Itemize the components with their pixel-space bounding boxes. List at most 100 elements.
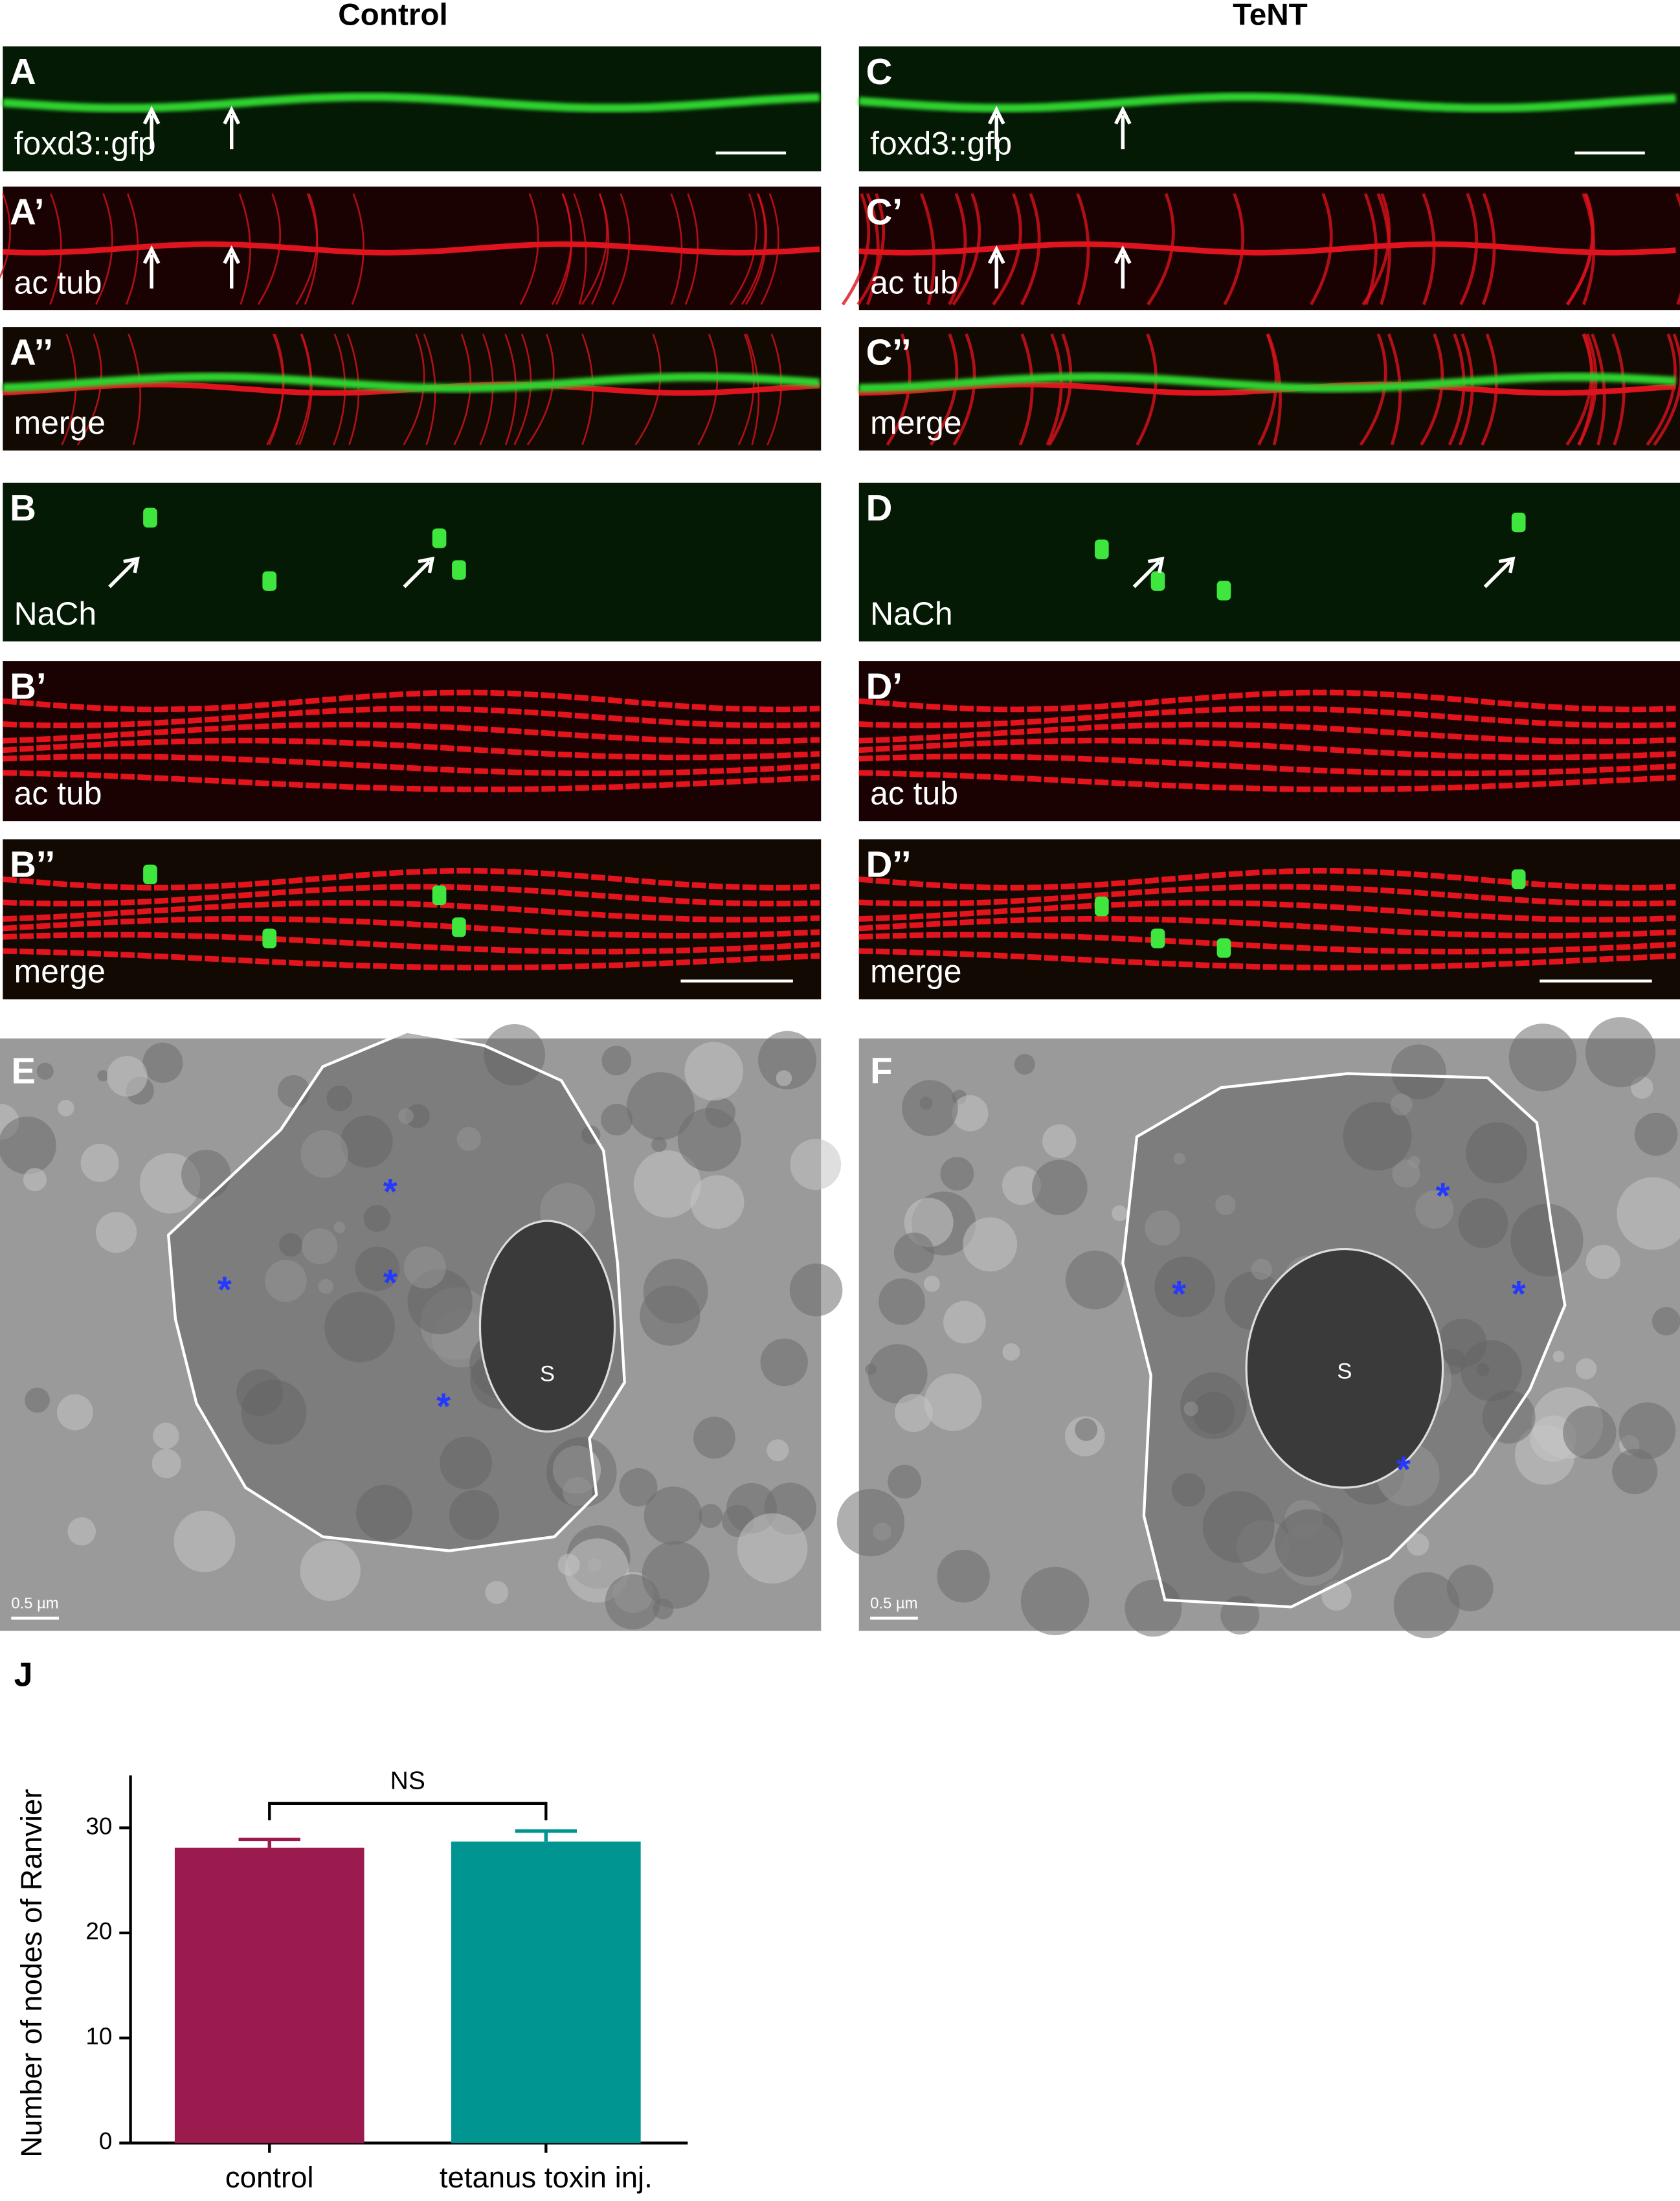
stain-label: foxd3::gfp bbox=[14, 126, 156, 162]
stain-label: ac tub bbox=[870, 264, 958, 300]
node-stain bbox=[1094, 897, 1109, 917]
axon-branch bbox=[1577, 333, 1598, 446]
em-texture bbox=[1406, 1533, 1429, 1556]
electron-micrograph: S * * * * 0.5 µm F bbox=[836, 1017, 1680, 1638]
em-texture bbox=[767, 1439, 789, 1462]
panel-label: J bbox=[14, 1656, 33, 1693]
axon-bundle bbox=[3, 948, 820, 971]
panel-background bbox=[3, 482, 822, 642]
axon-branch bbox=[697, 333, 719, 445]
axon-branch bbox=[519, 193, 539, 306]
axon-branch bbox=[581, 193, 608, 306]
axon-branch bbox=[857, 193, 886, 306]
arrow bbox=[223, 245, 240, 289]
em-texture bbox=[868, 1344, 928, 1404]
em-texture bbox=[241, 1379, 307, 1445]
panel-label: C bbox=[866, 51, 893, 92]
node-stain bbox=[452, 917, 466, 937]
axon-bundle bbox=[858, 916, 1676, 939]
y-tick-label: 10 bbox=[85, 2023, 112, 2050]
nerve-fiber bbox=[3, 241, 820, 256]
em-texture bbox=[758, 1031, 817, 1089]
axon-branch bbox=[1582, 193, 1596, 306]
micrograph-panel: B NaCh bbox=[3, 482, 822, 642]
arrow bbox=[987, 106, 1005, 150]
axon-branch bbox=[866, 193, 880, 306]
panel-label: D’ bbox=[866, 665, 902, 706]
stain-label: merge bbox=[14, 405, 106, 441]
significance-bracket bbox=[268, 1802, 548, 1820]
em-texture bbox=[1575, 1358, 1597, 1380]
axon-branch bbox=[1361, 193, 1391, 306]
arrow bbox=[1132, 556, 1165, 588]
column-title: Control bbox=[338, 0, 448, 32]
em-texture bbox=[142, 1042, 183, 1083]
em-texture bbox=[879, 1278, 925, 1325]
stain-label: NaCh bbox=[14, 596, 96, 632]
axon-marker: * bbox=[218, 1269, 232, 1310]
em-texture bbox=[449, 1490, 500, 1540]
em-texture bbox=[1002, 1166, 1041, 1205]
panel-label: C’’ bbox=[866, 331, 912, 372]
em-texture bbox=[36, 1062, 54, 1080]
micrograph-panel: D’’ merge bbox=[858, 839, 1680, 1000]
em-texture bbox=[484, 1023, 546, 1086]
em-texture bbox=[1183, 1402, 1198, 1416]
em-texture bbox=[1343, 1102, 1412, 1171]
em-texture bbox=[300, 1130, 348, 1178]
axon-branch bbox=[760, 193, 779, 306]
micrograph-panel: A’ ac tub bbox=[0, 186, 822, 311]
em-texture bbox=[601, 1045, 632, 1076]
arrow bbox=[142, 106, 161, 150]
axon-branch bbox=[1076, 193, 1090, 306]
y-axis-title: Number of nodes of Ranvier bbox=[15, 1789, 48, 2158]
em-texture bbox=[1466, 1122, 1527, 1184]
em-texture bbox=[642, 1541, 710, 1609]
em-texture bbox=[1002, 1343, 1020, 1361]
micrograph-panel: D’ ac tub bbox=[858, 661, 1680, 821]
em-texture bbox=[1461, 1340, 1522, 1402]
axon-bundle bbox=[3, 884, 820, 907]
arrow bbox=[1114, 245, 1132, 289]
em-texture bbox=[1180, 1372, 1248, 1440]
em-texture bbox=[67, 1517, 96, 1546]
panel-label: D’’ bbox=[866, 844, 912, 885]
nerve-outline bbox=[166, 1030, 626, 1552]
electron-micrograph: S * * * * 0.5 µm E bbox=[0, 1023, 843, 1631]
scale-bar-label: 0.5 µm bbox=[870, 1594, 917, 1612]
em-texture bbox=[1032, 1159, 1088, 1216]
em-texture bbox=[1390, 1093, 1413, 1116]
em-texture bbox=[1618, 1402, 1676, 1459]
em-texture bbox=[174, 1510, 236, 1572]
node-stain bbox=[432, 885, 447, 906]
axon-branch bbox=[128, 333, 142, 445]
em-texture bbox=[1014, 1054, 1035, 1075]
axon-branch bbox=[1565, 193, 1595, 306]
em-texture bbox=[888, 1464, 922, 1499]
arrow bbox=[142, 245, 161, 289]
em-texture bbox=[789, 1263, 843, 1317]
em-texture bbox=[1652, 1307, 1680, 1335]
em-texture bbox=[324, 1291, 395, 1363]
axon-marker: * bbox=[383, 1171, 398, 1212]
axon-bundle bbox=[858, 754, 1676, 777]
micrograph-panel: D NaCh bbox=[858, 482, 1680, 642]
em-texture bbox=[893, 1233, 935, 1273]
axon-bundle bbox=[3, 916, 820, 939]
em-texture bbox=[895, 1394, 934, 1433]
node-stain bbox=[1150, 571, 1165, 591]
em-texture bbox=[25, 1387, 50, 1413]
panel-label: B bbox=[10, 487, 36, 528]
axon-branch bbox=[1459, 193, 1479, 306]
stain-label: foxd3::gfp bbox=[870, 126, 1012, 162]
arrow bbox=[223, 106, 240, 150]
axon-branch bbox=[295, 333, 311, 445]
axon-bundle bbox=[858, 948, 1676, 971]
em-texture bbox=[943, 1301, 986, 1344]
axon-branch bbox=[1020, 193, 1041, 306]
stain-label: ac tub bbox=[870, 775, 958, 811]
em-texture bbox=[640, 1285, 700, 1346]
em-texture bbox=[265, 1260, 307, 1302]
em-texture bbox=[1251, 1258, 1272, 1280]
